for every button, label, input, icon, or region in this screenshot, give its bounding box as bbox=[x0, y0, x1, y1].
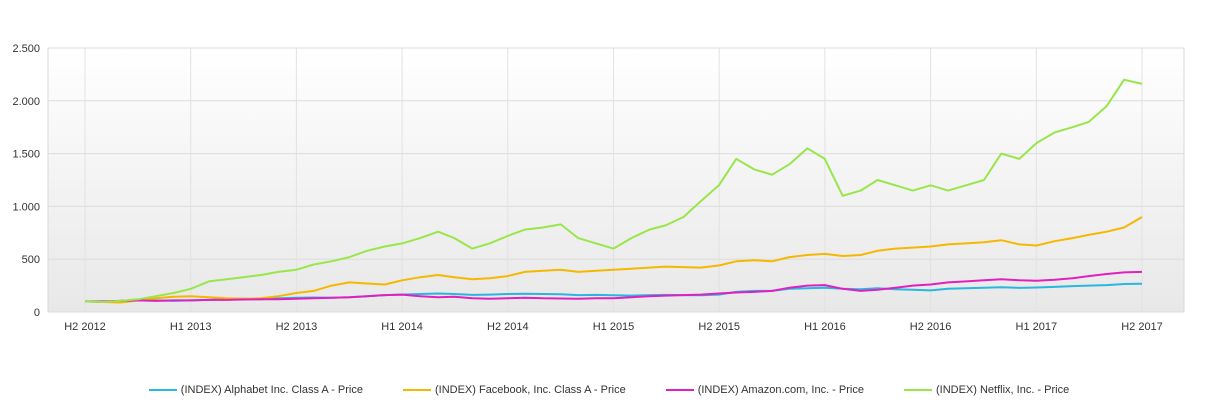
y-tick-label: 0 bbox=[34, 307, 40, 319]
x-tick-label: H2 2014 bbox=[487, 321, 529, 333]
grid-lines bbox=[48, 47, 1184, 313]
legend-item[interactable]: (INDEX) Alphabet Inc. Class A - Price bbox=[148, 378, 363, 402]
axis-labels: 0 500 1.000 1.500 2.000 2.500 H2 2012 H1 2013 H2… bbox=[12, 43, 1162, 333]
y-tick-label: 500 bbox=[22, 254, 40, 266]
series-line-4 bbox=[84, 78, 1143, 303]
y-tick-label: 2.000 bbox=[12, 96, 40, 108]
legend-label: (INDEX) Netflix, Inc. - Price bbox=[935, 384, 1070, 396]
y-tick-label: 1.500 bbox=[12, 149, 40, 161]
y-tick-label: 2.500 bbox=[12, 43, 40, 55]
series-line-2 bbox=[84, 216, 1143, 304]
legend-swatch bbox=[402, 389, 431, 391]
series-lines bbox=[84, 78, 1143, 304]
series-line-3 bbox=[85, 270, 1143, 303]
legend-label: (INDEX) Amazon.com, Inc. - Price bbox=[697, 384, 864, 396]
x-tick-label: H2 2013 bbox=[276, 321, 318, 333]
legend: (INDEX) Alphabet Inc. Class A - Price (IN… bbox=[0, 378, 1218, 402]
line-chart: 0 500 1.000 1.500 2.000 2.500 H2 2012 H1 2013 H2… bbox=[12, 43, 1185, 333]
legend-swatch bbox=[903, 389, 932, 391]
legend-item[interactable]: (INDEX) Amazon.com, Inc. - Price bbox=[665, 378, 864, 402]
legend-label: (INDEX) Alphabet Inc. Class A - Price bbox=[180, 384, 363, 396]
legend-item[interactable]: (INDEX) Netflix, Inc. - Price bbox=[903, 378, 1070, 402]
x-tick-label: H2 2017 bbox=[1121, 321, 1163, 333]
x-tick-label: H2 2012 bbox=[64, 321, 106, 333]
legend-label: (INDEX) Facebook, Inc. Class A - Price bbox=[434, 384, 626, 396]
x-tick-label: H1 2014 bbox=[381, 321, 423, 333]
x-tick-label: H1 2016 bbox=[804, 321, 846, 333]
y-tick-label: 1.000 bbox=[12, 201, 40, 213]
legend-item[interactable]: (INDEX) Facebook, Inc. Class A - Price bbox=[402, 378, 626, 402]
x-tick-label: H1 2013 bbox=[170, 321, 212, 333]
plot-area bbox=[47, 47, 1185, 313]
legend-swatch bbox=[148, 389, 177, 391]
x-tick-label: H1 2015 bbox=[593, 321, 635, 333]
legend-swatch bbox=[665, 389, 694, 391]
x-tick-label: H2 2016 bbox=[910, 321, 952, 333]
x-tick-label: H2 2015 bbox=[698, 321, 740, 333]
x-tick-label: H1 2017 bbox=[1016, 321, 1058, 333]
